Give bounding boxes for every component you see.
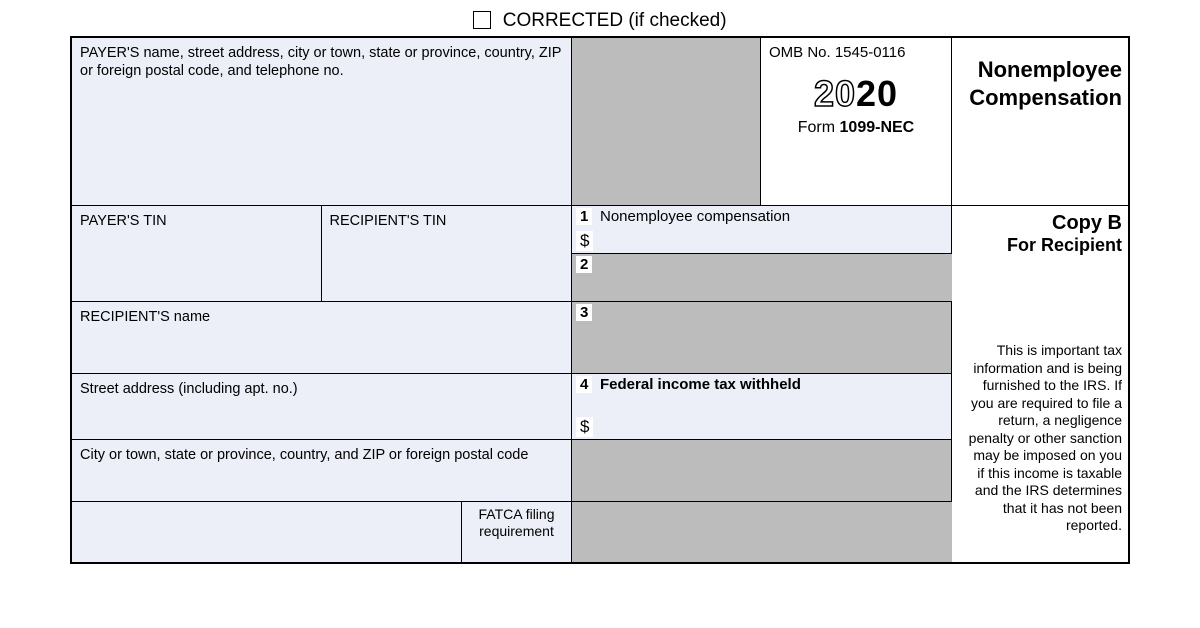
box-2-number: 2 [576,256,592,273]
corrected-checkbox[interactable] [473,11,491,29]
gray-filler-6 [572,502,952,562]
fine-print-text: This is important tax information and is… [952,302,1128,535]
box-3-number: 3 [576,304,592,321]
for-recipient-label: For Recipient [952,235,1128,256]
copy-b-label: Copy B [952,206,1128,235]
tin-row: PAYER'S TIN RECIPIENT'S TIN [72,206,572,302]
box-1-number: 1 [576,208,592,225]
box-4-label: Federal income tax withheld [572,374,951,393]
box-2: 2 [572,254,952,302]
omb-number: OMB No. 1545-0116 [761,38,951,67]
form-name: Form 1099-NEC [761,115,951,143]
recipient-name-label: RECIPIENT'S name [80,308,563,326]
title-line2: Compensation [952,84,1122,112]
box-1[interactable]: 1 Nonemployee compensation $ [572,206,952,254]
recipient-tin[interactable]: RECIPIENT'S TIN [322,206,572,301]
fatca-label: FATCA filing requirement [479,506,555,539]
payer-block[interactable]: PAYER'S name, street address, city or to… [72,38,572,206]
form-1099-nec: PAYER'S name, street address, city or to… [70,36,1130,564]
gray-filler-top [572,38,761,205]
box-1-label: Nonemployee compensation [572,206,951,225]
copy-b-block: Copy B For Recipient [952,206,1128,302]
street-address[interactable]: Street address (including apt. no.) [72,374,572,440]
city-state[interactable]: City or town, state or province, country… [72,440,572,502]
fatca-filing[interactable]: FATCA filing requirement [461,502,571,562]
dollar-sign-icon: $ [576,417,593,437]
corrected-row: CORRECTED (if checked) [70,8,1130,36]
fatca-left-blank[interactable] [72,502,461,562]
payer-tin-label: PAYER'S TIN [80,212,313,230]
box-4-number: 4 [576,376,592,393]
title-line1: Nonemployee [952,56,1122,84]
city-state-label: City or town, state or province, country… [80,446,563,464]
gray-filler-5 [572,440,952,502]
fatca-row: FATCA filing requirement [72,502,572,562]
top-gray-block: OMB No. 1545-0116 2020 Form 1099-NEC [572,38,952,206]
box-3: 3 [572,302,952,374]
tax-year: 2020 [761,67,951,115]
dollar-sign-icon: $ [576,231,593,251]
recipient-tin-label: RECIPIENT'S TIN [330,212,564,230]
payer-block-label: PAYER'S name, street address, city or to… [80,44,563,80]
form-title-block: Nonemployee Compensation [952,38,1128,206]
payer-tin[interactable]: PAYER'S TIN [72,206,322,301]
box-4[interactable]: 4 Federal income tax withheld $ [572,374,952,440]
corrected-label: CORRECTED (if checked) [503,10,727,31]
box-1-2-group: 1 Nonemployee compensation $ 2 [572,206,952,302]
fine-print-block: This is important tax information and is… [952,302,1128,562]
street-address-label: Street address (including apt. no.) [80,380,563,398]
recipient-name[interactable]: RECIPIENT'S name [72,302,572,374]
